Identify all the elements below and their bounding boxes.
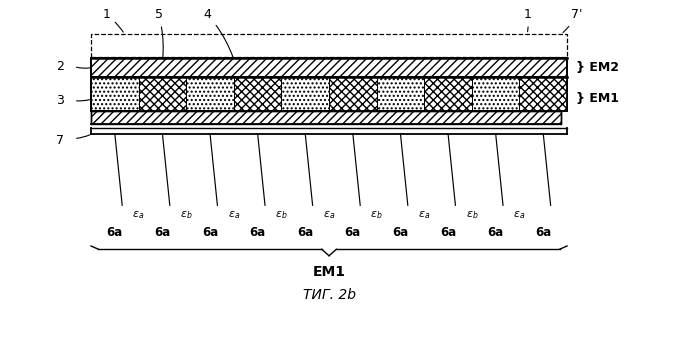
Text: $\varepsilon_a$: $\varepsilon_a$ <box>513 209 526 221</box>
Text: $\varepsilon_a$: $\varepsilon_a$ <box>323 209 335 221</box>
Text: 6a: 6a <box>297 226 313 239</box>
Text: } EM1: } EM1 <box>577 93 619 105</box>
Bar <box>519 77 567 111</box>
Text: 5: 5 <box>154 8 163 58</box>
Text: $\varepsilon_a$: $\varepsilon_a$ <box>228 209 240 221</box>
Bar <box>139 77 186 111</box>
Text: $\varepsilon_a$: $\varepsilon_a$ <box>133 209 144 221</box>
Text: 6a: 6a <box>487 226 504 239</box>
Text: EM1: EM1 <box>313 265 346 279</box>
Bar <box>424 77 472 111</box>
Bar <box>234 77 281 111</box>
Text: $\varepsilon_b$: $\varepsilon_b$ <box>371 209 383 221</box>
Text: 6a: 6a <box>249 226 266 239</box>
Text: 1: 1 <box>103 8 124 32</box>
Text: 6a: 6a <box>202 226 218 239</box>
Text: 4: 4 <box>204 8 233 57</box>
Text: 3: 3 <box>57 94 64 107</box>
Text: $\varepsilon_b$: $\varepsilon_b$ <box>180 209 193 221</box>
Text: $\varepsilon_b$: $\varepsilon_b$ <box>466 209 478 221</box>
Text: 7': 7' <box>563 8 582 33</box>
Text: 6a: 6a <box>107 226 123 239</box>
Text: 7: 7 <box>57 134 64 147</box>
Text: 1: 1 <box>524 8 531 32</box>
Bar <box>91 58 567 77</box>
Text: ΤИГ. 2b: ΤИГ. 2b <box>302 288 355 302</box>
Text: 6a: 6a <box>345 226 361 239</box>
Bar <box>329 77 377 111</box>
Bar <box>91 111 561 124</box>
Text: 2: 2 <box>57 60 64 73</box>
Text: 6a: 6a <box>154 226 170 239</box>
Bar <box>91 77 567 111</box>
Text: 6a: 6a <box>535 226 551 239</box>
Bar <box>91 35 567 57</box>
Text: $\varepsilon_a$: $\varepsilon_a$ <box>418 209 431 221</box>
Text: } EM2: } EM2 <box>577 61 619 75</box>
Text: 6a: 6a <box>392 226 408 239</box>
Text: $\varepsilon_b$: $\varepsilon_b$ <box>275 209 288 221</box>
Text: 6a: 6a <box>440 226 456 239</box>
